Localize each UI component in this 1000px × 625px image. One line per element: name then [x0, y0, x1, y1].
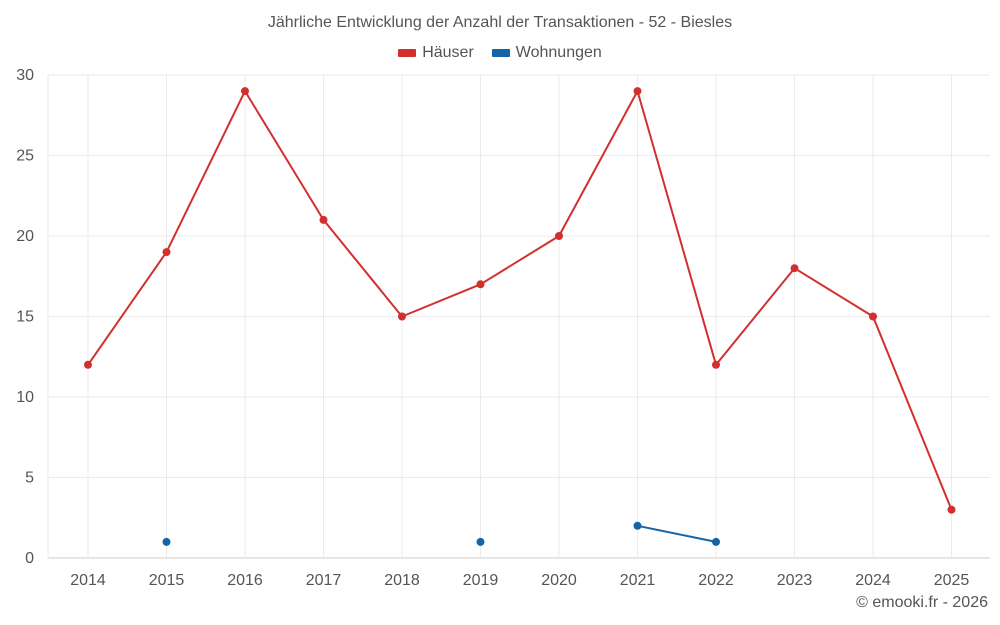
y-tick-label: 30: [16, 67, 34, 84]
legend: Häuser Wohnungen: [0, 44, 1000, 62]
series-line-wohnungen: [637, 524, 717, 543]
series-line-haeuser: [87, 90, 953, 511]
x-tick-label: 2023: [777, 572, 813, 589]
data-point-haeuser: [319, 215, 328, 224]
data-point-haeuser: [241, 87, 249, 96]
credit-text: © emooki.fr - 2026: [856, 594, 988, 611]
data-point-haeuser: [790, 264, 799, 273]
data-point-wohnungen: [633, 521, 642, 530]
y-tick-label: 20: [16, 228, 34, 245]
legend-item-wohnungen[interactable]: Wohnungen: [491, 44, 602, 62]
legend-label-haeuser: Häuser: [422, 44, 474, 61]
y-tick-label: 25: [16, 148, 34, 165]
legend-swatch-haeuser: [398, 49, 417, 57]
legend-label-wohnungen: Wohnungen: [515, 44, 602, 61]
legend-item-haeuser[interactable]: Häuser: [398, 44, 474, 62]
data-point-haeuser: [162, 248, 171, 257]
x-tick-label: 2018: [384, 572, 420, 589]
x-tick-label: 2025: [934, 572, 970, 589]
x-tick-label: 2016: [227, 572, 263, 589]
data-point-haeuser: [712, 360, 720, 369]
data-point-haeuser: [633, 87, 642, 96]
x-tick-label: 2024: [855, 572, 891, 589]
y-tick-label: 5: [25, 470, 34, 487]
x-tick-label: 2014: [70, 572, 106, 589]
x-tick-label: 2020: [541, 572, 577, 589]
data-point-wohnungen: [476, 537, 485, 546]
data-point-haeuser: [555, 232, 563, 240]
data-point-haeuser: [869, 312, 877, 321]
x-tick-label: 2021: [620, 572, 656, 589]
x-tick-label: 2017: [306, 572, 342, 589]
data-point-wohnungen: [712, 537, 720, 546]
y-tick-label: 15: [16, 309, 34, 326]
data-point-haeuser: [398, 312, 406, 321]
y-tick-label: 10: [16, 389, 34, 406]
legend-swatch-wohnungen: [491, 49, 510, 57]
chart-title: Jährliche Entwicklung der Anzahl der Tra…: [267, 14, 733, 31]
data-point-haeuser: [84, 360, 92, 369]
x-tick-label: 2019: [463, 572, 499, 589]
data-point-haeuser: [947, 505, 956, 514]
x-tick-label: 2022: [698, 572, 734, 589]
x-tick-label: 2015: [149, 572, 185, 589]
data-point-haeuser: [476, 280, 485, 289]
y-tick-label: 0: [25, 550, 34, 567]
data-point-wohnungen: [162, 537, 171, 546]
